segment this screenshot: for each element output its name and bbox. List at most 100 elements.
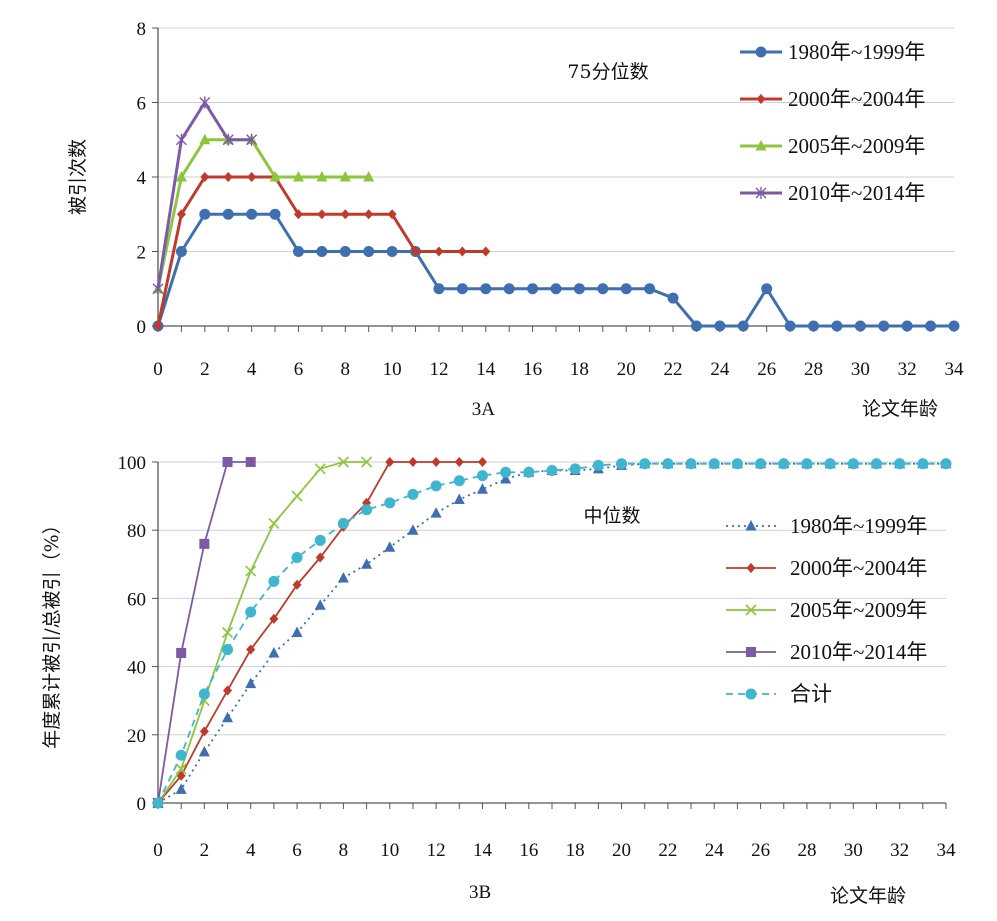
data-point bbox=[175, 749, 187, 761]
data-point bbox=[847, 458, 859, 470]
data-point bbox=[361, 558, 373, 569]
data-point bbox=[948, 320, 960, 332]
legend-marker bbox=[755, 46, 767, 58]
x-tick-label: 0 bbox=[153, 840, 163, 861]
data-point bbox=[824, 458, 836, 470]
data-point bbox=[685, 458, 697, 470]
data-point bbox=[878, 320, 890, 332]
data-point bbox=[314, 599, 326, 610]
y-tick-label: 2 bbox=[137, 243, 147, 264]
data-point bbox=[430, 507, 442, 518]
data-point bbox=[339, 171, 351, 182]
data-point bbox=[361, 504, 373, 516]
series-line bbox=[157, 461, 367, 804]
data-point bbox=[199, 726, 209, 737]
x-tick-label: 10 bbox=[383, 359, 402, 380]
x-tick-label: 14 bbox=[473, 840, 493, 861]
data-point bbox=[361, 456, 373, 468]
data-point bbox=[175, 171, 187, 182]
data-point bbox=[245, 457, 256, 467]
data-point bbox=[222, 208, 234, 220]
data-point bbox=[616, 458, 628, 470]
chart-caption: 3B bbox=[469, 882, 491, 903]
data-point bbox=[901, 320, 913, 332]
data-point bbox=[199, 96, 211, 109]
data-point bbox=[925, 320, 937, 332]
data-point bbox=[222, 457, 233, 467]
x-tick-label: 8 bbox=[339, 840, 349, 861]
data-point bbox=[385, 457, 395, 467]
data-point bbox=[808, 320, 820, 332]
x-tick-label: 8 bbox=[341, 359, 351, 380]
data-point bbox=[620, 283, 632, 295]
data-point bbox=[340, 209, 350, 220]
legend-label: 2005年~2009年 bbox=[790, 598, 927, 622]
chart-caption: 3A bbox=[472, 399, 496, 420]
data-point bbox=[667, 292, 679, 304]
data-point bbox=[222, 711, 234, 723]
y-axis-label: 被引次数 bbox=[67, 139, 89, 215]
data-point bbox=[246, 208, 258, 220]
x-tick-label: 4 bbox=[246, 840, 256, 861]
x-tick-label: 6 bbox=[294, 359, 304, 380]
y-axis-label: 年度累计被引/总被引（%） bbox=[41, 515, 63, 748]
x-tick-label: 34 bbox=[945, 359, 965, 380]
y-tick-label: 100 bbox=[118, 453, 147, 474]
data-point bbox=[246, 133, 258, 146]
x-tick-label: 24 bbox=[705, 840, 725, 861]
legend-label: 2010年~2014年 bbox=[788, 181, 925, 205]
data-point bbox=[453, 475, 465, 487]
data-point bbox=[337, 571, 349, 583]
data-point bbox=[223, 172, 233, 182]
data-point bbox=[245, 677, 257, 689]
data-point bbox=[269, 613, 279, 624]
data-point bbox=[175, 246, 187, 257]
legend-label: 2000年~2004年 bbox=[788, 87, 925, 111]
data-point bbox=[247, 172, 257, 182]
data-point bbox=[291, 551, 303, 563]
series-line bbox=[157, 462, 946, 804]
x-tick-label: 18 bbox=[566, 840, 585, 861]
x-tick-label: 22 bbox=[664, 359, 683, 380]
x-tick-label: 26 bbox=[751, 840, 770, 861]
data-point bbox=[339, 246, 351, 257]
legend-marker bbox=[745, 688, 757, 700]
data-point bbox=[268, 646, 280, 658]
data-point bbox=[363, 246, 375, 257]
data-point bbox=[476, 483, 488, 494]
data-point bbox=[316, 246, 328, 257]
data-point bbox=[199, 208, 211, 220]
data-point bbox=[894, 458, 906, 470]
x-axis-label: 论文年龄 bbox=[830, 885, 906, 907]
data-point bbox=[316, 171, 328, 182]
data-point bbox=[407, 488, 419, 500]
data-point bbox=[223, 685, 233, 696]
data-point bbox=[569, 463, 581, 475]
data-point bbox=[200, 172, 210, 182]
data-point bbox=[917, 458, 929, 470]
data-point bbox=[870, 458, 882, 470]
x-tick-label: 0 bbox=[153, 359, 163, 380]
y-tick-label: 40 bbox=[127, 658, 146, 679]
legend-marker bbox=[745, 604, 757, 616]
data-point bbox=[153, 321, 163, 331]
data-point bbox=[431, 457, 441, 467]
data-point bbox=[175, 783, 187, 794]
data-point bbox=[199, 133, 211, 145]
data-point bbox=[784, 320, 796, 332]
legend-marker bbox=[756, 94, 766, 104]
data-point bbox=[476, 470, 488, 482]
series-4 bbox=[152, 96, 258, 295]
x-tick-label: 20 bbox=[612, 840, 631, 861]
data-point bbox=[291, 490, 303, 502]
data-point bbox=[221, 626, 234, 639]
data-point bbox=[176, 209, 186, 220]
data-point bbox=[175, 133, 187, 146]
data-point bbox=[761, 283, 773, 295]
data-point bbox=[337, 517, 349, 529]
data-point bbox=[384, 497, 396, 509]
data-point bbox=[662, 458, 674, 470]
